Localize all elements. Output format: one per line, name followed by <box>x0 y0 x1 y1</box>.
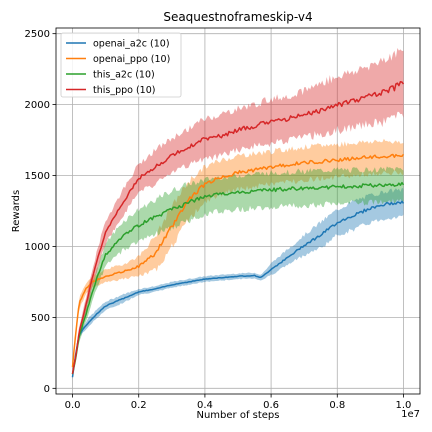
x-tick-label: 0.8 <box>329 400 345 411</box>
confidence-band-1 <box>72 138 404 372</box>
legend-label-3: this_ppo (10) <box>93 85 155 96</box>
x-tick-label: 0.0 <box>65 400 81 411</box>
x-tick-label: 0.6 <box>263 400 279 411</box>
x-tick-label: 0.4 <box>197 400 213 411</box>
x-axis-label: Number of steps <box>196 410 279 421</box>
x-tick-label: 1.0 <box>396 400 412 411</box>
y-tick-label: 0 <box>44 384 50 395</box>
y-tick-label: 500 <box>31 313 50 324</box>
legend-label-1: openai_ppo (10) <box>93 54 170 65</box>
series-line-2 <box>71 181 405 375</box>
legend: openai_a2c (10) openai_ppo (10) this_a2c (… <box>60 32 182 98</box>
y-tick-label: 1500 <box>25 171 50 182</box>
confidence-band-2 <box>72 166 404 378</box>
y-axis-ticks: 0 500 1000 1500 2000 2500 <box>25 29 56 395</box>
series-line-1 <box>71 153 405 368</box>
y-tick-label: 1000 <box>25 242 50 253</box>
series-lines <box>71 80 405 378</box>
x-tick-label: 0.2 <box>131 400 147 411</box>
series-line-3 <box>71 80 405 375</box>
y-tick-label: 2000 <box>25 100 50 111</box>
confidence-band-3 <box>72 48 404 379</box>
legend-label-2: this_a2c (10) <box>93 70 155 81</box>
grid <box>56 28 420 394</box>
x-offset-label: 1e7 <box>401 409 420 420</box>
legend-box <box>60 32 182 98</box>
y-axis-label: Rewards <box>11 190 22 232</box>
x-axis-ticks: 0.0 0.2 0.4 0.6 0.8 1.0 <box>65 394 412 411</box>
chart-title: Seaquestnoframeskip-v4 <box>163 10 312 24</box>
legend-label-0: openai_a2c (10) <box>93 39 170 50</box>
series-line-0 <box>71 200 405 378</box>
y-tick-label: 2500 <box>25 29 50 40</box>
plot-frame <box>55 27 421 395</box>
